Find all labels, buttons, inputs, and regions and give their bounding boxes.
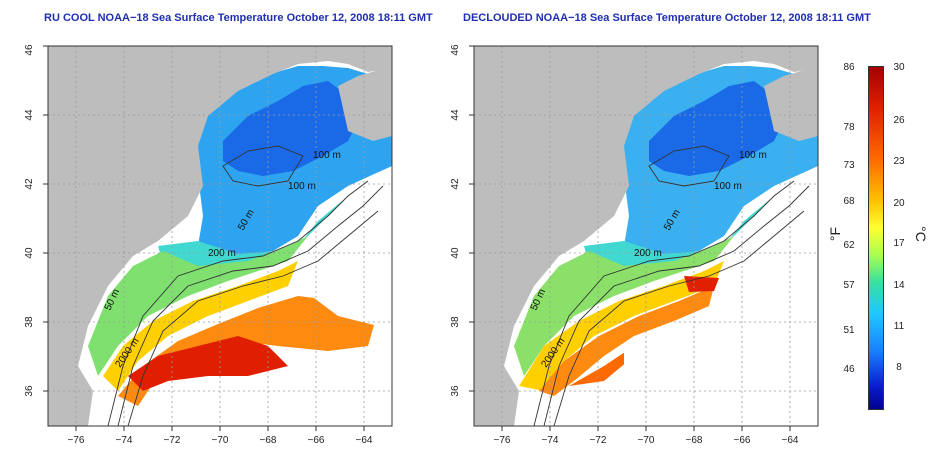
sea-yellow-band (519, 261, 724, 391)
contour-label-100m-lower: 100 m (288, 181, 316, 192)
colorbar-celsius-label: 14 (893, 280, 905, 291)
lon-tick-label: −70 (212, 435, 229, 446)
sea-deep-blue (649, 81, 784, 176)
lon-tick-label: −64 (782, 435, 799, 446)
lat-tick-label: 36 (450, 385, 461, 397)
lat-tick-label: 46 (450, 44, 461, 56)
lat-tick-label: 44 (450, 109, 461, 121)
sea-deep-blue (223, 81, 358, 176)
lat-tick-label: 42 (450, 178, 461, 190)
lat-tick-label: 40 (24, 247, 35, 259)
colorbar-fahrenheit-label: 86 (843, 62, 855, 73)
lat-tick-label: 36 (24, 385, 35, 397)
lat-tick-label: 38 (24, 316, 35, 328)
right-sst-map: 100 m 100 m 50 m 200 m 50 m 2000 m −76 −… (450, 44, 819, 446)
land-novascotia (764, 66, 818, 141)
lon-tick-label: −74 (116, 435, 133, 446)
colorbar-fahrenheit-label: 68 (843, 196, 855, 207)
lon-tick-label: −64 (356, 435, 373, 446)
lat-tick-label: 38 (450, 316, 461, 328)
sea-green-band (514, 236, 734, 376)
colorbar-fahrenheit-label: 57 (843, 280, 855, 291)
fahrenheit-unit-label: °F (827, 226, 844, 242)
lon-tick-label: −76 (68, 435, 85, 446)
colorbar-fahrenheit-label: 78 (843, 122, 855, 133)
contour-label-100m-upper: 100 m (739, 150, 767, 161)
sea-red-patch (684, 276, 719, 292)
lat-tick-label: 42 (24, 178, 35, 190)
sea-orange-region (118, 296, 378, 406)
colorbar-celsius-label: 23 (893, 156, 905, 167)
lon-tick-label: −72 (590, 435, 607, 446)
colorbar-fahrenheit-label: 62 (843, 240, 855, 251)
colorbar-fahrenheit-label: 46 (843, 364, 855, 375)
contour-label-100m-upper: 100 m (313, 150, 341, 161)
colorbar-fahrenheit-label: 51 (843, 325, 855, 336)
colorbar-celsius-label: 26 (893, 115, 905, 126)
lon-tick-label: −76 (494, 435, 511, 446)
left-sst-map: 100 m 100 m 50 m 200 m 50 m 2000 m −76 −… (24, 44, 393, 446)
land-mass (48, 46, 392, 426)
land-novascotia (338, 66, 392, 141)
land-mass (474, 46, 818, 426)
sea-yellow-band (103, 261, 298, 391)
colorbar-celsius-label: 11 (893, 321, 905, 332)
right-map-title: DECLOUDED NOAA−18 Sea Surface Temperatur… (463, 12, 871, 24)
lat-tick-label: 40 (450, 247, 461, 259)
sea-green-band (88, 236, 308, 376)
cloud-area (624, 276, 818, 426)
lon-tick-label: −66 (308, 435, 325, 446)
celsius-unit-label: °C (912, 226, 929, 242)
contour-label-200m: 200 m (208, 248, 236, 259)
lon-tick-label: −66 (734, 435, 751, 446)
colorbar-celsius-label: 20 (893, 198, 905, 209)
cloud-area (278, 196, 392, 426)
lat-tick-label: 46 (24, 44, 35, 56)
left-map-title: RU COOL NOAA−18 Sea Surface Temperature … (44, 12, 433, 24)
temperature-colorbar (868, 66, 884, 410)
lon-tick-label: −72 (164, 435, 181, 446)
colorbar-celsius-label: 17 (893, 238, 905, 249)
contour-label-100m-lower: 100 m (714, 181, 742, 192)
lon-tick-label: −68 (260, 435, 277, 446)
lon-tick-label: −74 (542, 435, 559, 446)
lon-tick-label: −68 (686, 435, 703, 446)
lon-tick-label: −70 (638, 435, 655, 446)
lat-tick-label: 44 (24, 109, 35, 121)
colorbar-fahrenheit-label: 73 (843, 160, 855, 171)
sea-orange-region (539, 286, 714, 396)
contour-label-200m: 200 m (634, 248, 662, 259)
colorbar-celsius-label: 30 (893, 62, 905, 73)
sea-cyan-band (584, 196, 774, 281)
sea-cyan-band (158, 196, 348, 281)
colorbar-celsius-label: 8 (896, 362, 902, 373)
sea-red-region (128, 336, 288, 391)
